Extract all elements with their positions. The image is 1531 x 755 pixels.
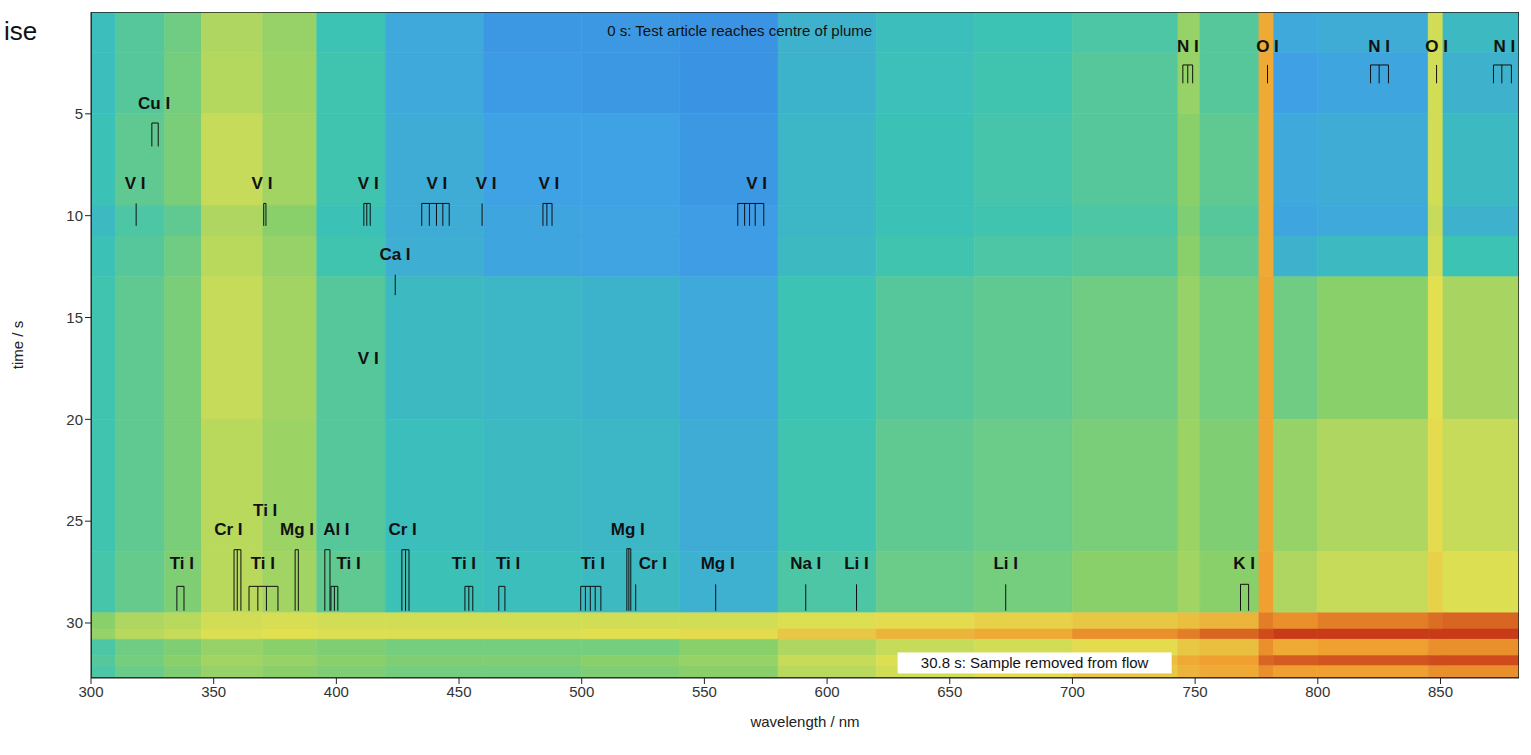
svg-text:0 s: Test article reaches cent: 0 s: Test article reaches centre of plum… [607, 22, 872, 39]
svg-text:V I: V I [538, 174, 559, 193]
svg-text:O I: O I [1256, 37, 1279, 56]
svg-text:450: 450 [447, 683, 472, 700]
svg-text:400: 400 [324, 683, 349, 700]
svg-text:Mg I: Mg I [701, 554, 735, 573]
svg-text:300: 300 [78, 683, 103, 700]
svg-text:Ti I: Ti I [253, 501, 277, 520]
svg-text:Al I: Al I [323, 520, 349, 539]
html-text:ise: ise [4, 16, 38, 46]
svg-text:V I: V I [358, 349, 379, 368]
svg-text:30.8 s: Sample removed from fl: 30.8 s: Sample removed from flow [921, 654, 1149, 671]
svg-text:Ti I: Ti I [251, 554, 275, 573]
svg-text:Cr I: Cr I [388, 520, 416, 539]
svg-text:N I: N I [1493, 37, 1515, 56]
svg-text:25: 25 [66, 512, 83, 529]
svg-text:650: 650 [937, 683, 962, 700]
svg-text:Cu I: Cu I [138, 94, 170, 113]
svg-text:V I: V I [427, 174, 448, 193]
svg-text:Mg I: Mg I [611, 520, 645, 539]
svg-text:800: 800 [1305, 683, 1330, 700]
svg-text:V I: V I [476, 174, 497, 193]
svg-text:750: 750 [1183, 683, 1208, 700]
svg-text:Ti I: Ti I [337, 554, 361, 573]
svg-text:Ti I: Ti I [496, 554, 520, 573]
svg-text:V I: V I [125, 174, 146, 193]
svg-text:N I: N I [1368, 37, 1390, 56]
svg-text:Ti I: Ti I [452, 554, 476, 573]
svg-text:Ti I: Ti I [581, 554, 605, 573]
svg-text:600: 600 [815, 683, 840, 700]
svg-text:V I: V I [358, 174, 379, 193]
svg-text:Cr I: Cr I [214, 520, 242, 539]
svg-text:Na I: Na I [790, 554, 821, 573]
svg-text:Ti I: Ti I [170, 554, 194, 573]
svg-text:850: 850 [1428, 683, 1453, 700]
svg-text:20: 20 [66, 411, 83, 428]
svg-text:10: 10 [66, 207, 83, 224]
svg-text:550: 550 [692, 683, 717, 700]
svg-text:Cr I: Cr I [639, 554, 667, 573]
svg-text:30: 30 [66, 614, 83, 631]
svg-text:wavelength / nm: wavelength / nm [749, 713, 859, 730]
svg-text:5: 5 [75, 105, 83, 122]
svg-text:V I: V I [746, 174, 767, 193]
svg-text:Li I: Li I [844, 554, 869, 573]
svg-text:15: 15 [66, 309, 83, 326]
svg-text:O I: O I [1425, 37, 1448, 56]
svg-text:V I: V I [252, 174, 273, 193]
svg-text:500: 500 [569, 683, 594, 700]
svg-text:Li I: Li I [993, 554, 1018, 573]
svg-text:350: 350 [201, 683, 226, 700]
svg-text:time / s: time / s [9, 321, 26, 369]
svg-text:N I: N I [1177, 37, 1199, 56]
svg-text:Ca I: Ca I [379, 245, 410, 264]
svg-text:Mg I: Mg I [280, 520, 314, 539]
svg-text:K I: K I [1233, 554, 1255, 573]
svg-text:700: 700 [1060, 683, 1085, 700]
